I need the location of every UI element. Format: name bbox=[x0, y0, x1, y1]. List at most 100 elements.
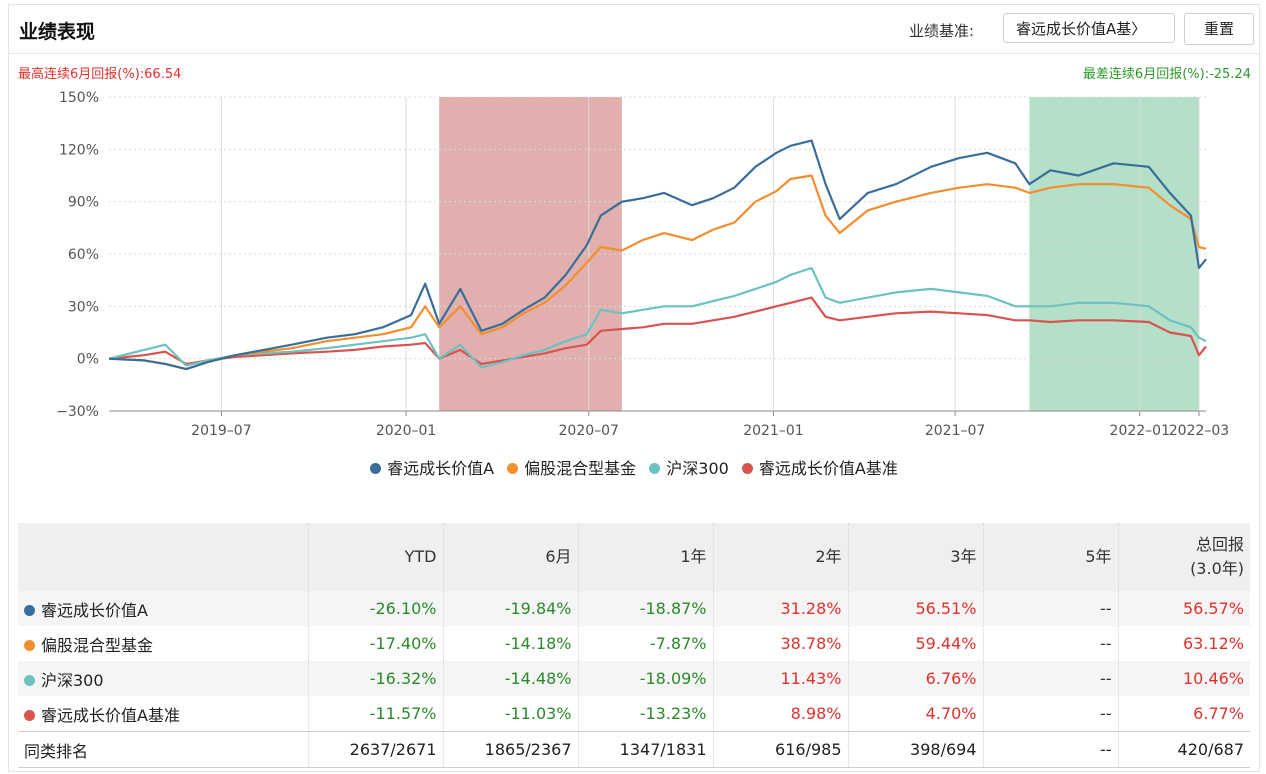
x-tick-label: 2020–07 bbox=[559, 423, 619, 439]
table-cell: -18.09% bbox=[578, 661, 714, 696]
table-cell: 10.46% bbox=[1118, 661, 1250, 696]
series-line-fund bbox=[108, 139, 1207, 371]
best-6m-return-value: 66.54 bbox=[144, 67, 182, 82]
table-cell: -11.03% bbox=[443, 696, 579, 732]
rank-cell: 420/687 bbox=[1118, 731, 1250, 768]
rank-cell: -- bbox=[983, 731, 1119, 768]
series-line-peer bbox=[108, 174, 1207, 371]
rank-cell: 1347/1831 bbox=[578, 731, 714, 768]
header-total-period: (3.0年) bbox=[1190, 559, 1244, 578]
header-1y: 1年 bbox=[578, 523, 714, 591]
x-tick-label: 2021–01 bbox=[743, 423, 803, 439]
chart-legend: 睿远成长价值A 偏股混合型基金 沪深300 睿远成长价值A基准 bbox=[9, 455, 1259, 479]
table-cell: -17.40% bbox=[308, 626, 444, 661]
table-cell: -7.87% bbox=[578, 626, 714, 661]
row-name-bench: 睿远成长价值A基准 bbox=[18, 696, 309, 732]
header-total: 总回报 (3.0年) bbox=[1118, 523, 1250, 591]
legend-label-csi300: 沪深300 bbox=[666, 459, 729, 478]
y-tick-label: 120% bbox=[59, 142, 99, 158]
row-label-csi300: 沪深300 bbox=[41, 670, 104, 690]
rank-cell: 1865/2367 bbox=[443, 731, 579, 768]
benchmark-select[interactable]: 睿远成长价值A基〉 bbox=[1003, 13, 1175, 43]
table-row: 沪深300 -16.32% -14.48% -18.09% 11.43% 6.76% -- 1… bbox=[18, 661, 1250, 696]
table-cell: 6.76% bbox=[848, 661, 984, 696]
table-cell: 56.57% bbox=[1118, 591, 1250, 626]
row-dot-bench bbox=[24, 709, 35, 721]
table-row: 偏股混合型基金 -17.40% -14.18% -7.87% 38.78% 59.44% -… bbox=[18, 626, 1250, 661]
legend-item-fund[interactable]: 睿远成长价值A bbox=[370, 455, 494, 479]
header-5y: 5年 bbox=[983, 523, 1119, 591]
table-cell: -- bbox=[983, 626, 1119, 661]
row-name-peer: 偏股混合型基金 bbox=[18, 626, 309, 661]
reset-button[interactable]: 重置 bbox=[1184, 13, 1254, 45]
row-label-bench: 睿远成长价值A基准 bbox=[41, 705, 180, 725]
panel-title: 业绩表现 bbox=[19, 21, 96, 43]
worst-6m-return: 最差连续6月回报(%):-25.24 bbox=[1083, 63, 1251, 82]
header-total-label: 总回报 bbox=[1195, 535, 1244, 554]
y-tick-label: −30% bbox=[56, 404, 99, 420]
table-header-row: YTD 6月 1年 2年 3年 5年 总回报 (3.0年) bbox=[18, 523, 1250, 591]
series-line-bench bbox=[108, 296, 1207, 365]
row-dot-csi300 bbox=[24, 674, 35, 686]
table-cell: -- bbox=[983, 661, 1119, 696]
worst-6m-return-label: 最差连续6月回报(%): bbox=[1082, 67, 1210, 82]
legend-dot-bench bbox=[741, 463, 753, 474]
legend-dot-peer bbox=[507, 463, 519, 474]
rank-cell: 616/985 bbox=[713, 731, 849, 768]
table-cell: 8.98% bbox=[713, 696, 849, 732]
legend-item-csi300[interactable]: 沪深300 bbox=[649, 455, 729, 479]
series-line-csi300 bbox=[108, 266, 1207, 369]
row-name-csi300: 沪深300 bbox=[18, 661, 309, 696]
y-tick-label: 0% bbox=[77, 352, 99, 368]
x-tick-label: 2020–01 bbox=[376, 423, 436, 439]
table-cell: 11.43% bbox=[713, 661, 849, 696]
table-cell: -13.23% bbox=[578, 696, 714, 732]
x-tick-label: 2021–07 bbox=[925, 423, 985, 439]
performance-panel: 业绩表现 业绩基准: 睿远成长价值A基〉 重置 最高连续6月回报(%):66.5… bbox=[8, 4, 1260, 772]
panel-header: 业绩表现 业绩基准: 睿远成长价值A基〉 重置 bbox=[9, 5, 1259, 54]
legend-label-bench: 睿远成长价值A基准 bbox=[758, 459, 898, 478]
legend-label-fund: 睿远成长价值A bbox=[387, 459, 495, 478]
x-tick-label: 2022–01 bbox=[1110, 423, 1170, 439]
table-cell: 56.51% bbox=[848, 591, 984, 626]
header-2y: 2年 bbox=[713, 523, 849, 591]
benchmark-label: 业绩基准: bbox=[909, 22, 975, 40]
legend-item-bench[interactable]: 睿远成长价值A基准 bbox=[741, 455, 898, 479]
table-cell: -16.32% bbox=[308, 661, 444, 696]
y-tick-label: 30% bbox=[68, 299, 99, 315]
table-cell: 63.12% bbox=[1118, 626, 1250, 661]
header-ytd: YTD bbox=[308, 523, 444, 591]
y-tick-label: 90% bbox=[68, 195, 99, 211]
y-tick-label: 150% bbox=[59, 90, 99, 106]
legend-label-peer: 偏股混合型基金 bbox=[524, 459, 637, 478]
table-cell: -14.18% bbox=[443, 626, 579, 661]
table-cell: -- bbox=[983, 696, 1119, 732]
table-cell: 4.70% bbox=[848, 696, 984, 732]
x-tick-label: 2022–03 bbox=[1169, 423, 1229, 439]
legend-dot-csi300 bbox=[649, 463, 661, 474]
header-3y: 3年 bbox=[848, 523, 984, 591]
table-cell: 59.44% bbox=[848, 626, 984, 661]
row-dot-fund bbox=[24, 604, 35, 616]
row-dot-peer bbox=[24, 639, 35, 651]
header-6m: 6月 bbox=[443, 523, 579, 591]
rank-cell: 2637/2671 bbox=[308, 731, 444, 768]
row-label-peer: 偏股混合型基金 bbox=[41, 635, 154, 655]
table-row: 睿远成长价值A基准 -11.57% -11.03% -13.23% 8.98% 4.70%… bbox=[18, 696, 1250, 732]
legend-item-peer[interactable]: 偏股混合型基金 bbox=[507, 455, 636, 479]
table-cell: -18.87% bbox=[578, 591, 714, 626]
table-cell: 6.77% bbox=[1118, 696, 1250, 732]
performance-line-chart: −30% 0% 30% 60% 90% 120% 150% 2019–07 2020–01 202… bbox=[56, 90, 1229, 439]
best-6m-return: 最高连续6月回报(%):66.54 bbox=[18, 63, 181, 82]
table-row: 睿远成长价值A -26.10% -19.84% -18.87% 31.28% 56.51%… bbox=[18, 591, 1250, 626]
best-6m-return-label: 最高连续6月回报(%): bbox=[18, 67, 145, 82]
table-cell: -19.84% bbox=[443, 591, 579, 626]
table-cell: 31.28% bbox=[713, 591, 849, 626]
table-cell: -14.48% bbox=[443, 661, 579, 696]
x-tick-label: 2019–07 bbox=[191, 423, 251, 439]
row-name-fund: 睿远成长价值A bbox=[18, 591, 309, 626]
header-name-col bbox=[18, 523, 309, 591]
performance-table: YTD 6月 1年 2年 3年 5年 总回报 (3.0年) 睿远成长价值A -26.… bbox=[18, 523, 1250, 768]
legend-dot-fund bbox=[370, 463, 382, 474]
y-tick-label: 60% bbox=[68, 247, 99, 263]
